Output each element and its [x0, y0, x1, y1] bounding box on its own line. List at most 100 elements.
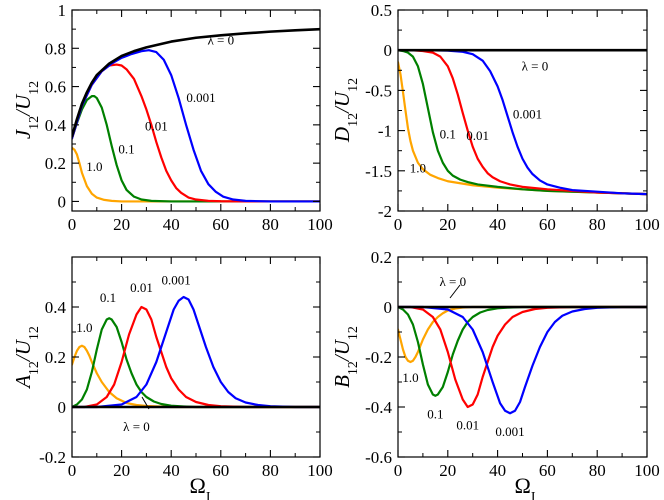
ytick-label-b12: -0.6: [365, 448, 392, 467]
panel-b12: 0 20 40 60 80 100 -0.6 -0.4 -0.2 0 0.2 λ = 0 1.0 0.1…: [330, 248, 660, 500]
plot-frame-j12: [71, 9, 321, 212]
curve-label-a12: 0.01: [130, 280, 153, 295]
xtick-label-a12: 0: [68, 461, 77, 480]
xtick-label-j12: 60: [212, 215, 229, 234]
ylabel-j12: J12/U12: [11, 81, 42, 139]
curve-label-j12: λ = 0: [207, 32, 234, 47]
curve-label-d12: 1.0: [410, 160, 426, 175]
curve-label-a12: 1.0: [76, 320, 92, 335]
ytick-label-b12: -0.2: [365, 348, 392, 367]
annotations-a12: 1.0 0.1 0.01 0.001 λ = 0: [76, 273, 191, 434]
curves-j12: [72, 27, 320, 203]
panel-a12: 0 20 40 60 80 100-0.200.20.4 1.00.10.01 0.001λ…: [11, 256, 333, 500]
xtick-label-j12: 0: [68, 215, 77, 234]
ytick-label-d12: 0: [384, 41, 393, 60]
xtick-label-a12: 20: [113, 461, 130, 480]
ytick-label-j12: 0.8: [45, 39, 66, 58]
xtick-label-d12: 0: [394, 215, 403, 234]
xtick-label-a12: 60: [212, 461, 229, 480]
xtick-label-b12: 100: [634, 461, 660, 480]
xtick-label-a12: 40: [163, 461, 180, 480]
series-d12-0-001: [398, 49, 647, 196]
xtick-label-d12: 40: [489, 215, 506, 234]
panel-d12: 0 20 40 60 80 100-2-1.5-1-0.500.5 λ = 00.0010…: [330, 1, 660, 234]
curve-label-d12: λ = 0: [522, 58, 549, 73]
ytick-label-b12: 0: [384, 298, 393, 317]
xtick-label-b12: 80: [589, 461, 606, 480]
curve-label-a12: 0.001: [162, 273, 191, 288]
ytick-label-j12: 0.2: [45, 154, 66, 173]
lambda-pointer-a12: [141, 396, 150, 410]
plot-frame-a12: [71, 256, 321, 458]
ytick-label-a12: 0.2: [45, 348, 66, 367]
xlabel-a12: ΩI: [189, 473, 210, 500]
annotations-d12: λ = 0 0.001 0.01 0.1 1.0: [410, 58, 548, 175]
curve-label-d12: 0.01: [466, 128, 489, 143]
curve-label-j12: 0.01: [145, 119, 168, 134]
series-b12-1-0: [398, 305, 647, 364]
ytick-label-d12: -1.5: [365, 162, 392, 181]
curve-label-a12: 0.1: [100, 290, 116, 305]
curve-label-a12: λ = 0: [123, 419, 150, 434]
ytick-label-a12: -0.2: [39, 448, 66, 467]
xtick-label-a12: 100: [307, 461, 333, 480]
ytick-label-d12: 0.5: [371, 1, 392, 20]
curve-label-b12: λ = 0: [439, 274, 466, 289]
series-a12-1-0: [72, 344, 320, 409]
curve-label-j12: 0.1: [118, 142, 134, 157]
xtick-label-b12: 20: [439, 461, 456, 480]
curve-label-j12: 0.001: [186, 90, 215, 105]
ytick-label-b12: -0.4: [365, 398, 392, 417]
curve-label-b12: 1.0: [402, 370, 418, 385]
ylabel-a12: A12/U12: [11, 326, 42, 390]
ticks-b12: 0 20 40 60 80 100 -0.6 -0.4 -0.2 0 0.2: [365, 248, 660, 480]
xlabel-b12: ΩI: [514, 473, 535, 500]
ytick-label-a12: 0: [58, 398, 67, 417]
xtick-label-j12: 40: [163, 215, 180, 234]
ytick-label-d12: -2: [378, 202, 392, 221]
ytick-label-j12: 0.6: [45, 78, 66, 97]
curve-label-b12: 0.001: [495, 424, 524, 439]
series-b12-0-001: [398, 305, 647, 415]
xtick-label-d12: 20: [439, 215, 456, 234]
annotations-j12: λ = 0 0.001 0.01 0.1 1.0: [86, 32, 234, 173]
series-a12-0-001: [72, 295, 320, 409]
xtick-label-b12: 40: [489, 461, 506, 480]
xtick-label-b12: 60: [539, 461, 556, 480]
series-j12-0-1: [72, 95, 320, 203]
series-j12-lambda-0: [72, 27, 320, 138]
curves-d12: [398, 48, 647, 196]
ticks-a12: 0 20 40 60 80 100-0.200.20.4: [39, 257, 333, 480]
ticks-j12: 0 20 40 60 80 100 0 0.2 0.4 0.6 0.8 1: [45, 1, 333, 234]
series-j12-0-001: [72, 49, 320, 203]
series-b12-0-01: [398, 305, 647, 409]
series-d12-0-01: [398, 49, 647, 196]
ytick-label-j12: 0: [58, 192, 67, 211]
xtick-label-b12: 0: [394, 461, 403, 480]
curves-b12: [398, 305, 647, 415]
ticks-d12: 0 20 40 60 80 100 -2 -1.5 -1 -0.5 0 0.5: [365, 1, 660, 234]
ylabel-d12: D12/U12: [330, 78, 361, 143]
ytick-label-j12: 1: [58, 1, 67, 20]
curves-a12: [72, 295, 320, 409]
ytick-label-d12: -1: [378, 122, 392, 141]
xtick-label-j12: 100: [307, 215, 333, 234]
series-d12-1-0: [398, 61, 647, 196]
xtick-label-a12: 80: [262, 461, 279, 480]
series-d12-0-1: [398, 49, 647, 196]
ytick-label-a12: 0.4: [45, 298, 67, 317]
ytick-label-j12: 0.4: [45, 116, 67, 135]
ylabel-b12: B12/U12: [330, 326, 361, 388]
curve-label-b12: 0.01: [456, 418, 479, 433]
ytick-label-d12: -0.5: [365, 81, 392, 100]
xtick-label-j12: 20: [113, 215, 130, 234]
xtick-label-d12: 80: [589, 215, 606, 234]
annotations-b12: λ = 0 1.0 0.1 0.01 0.001: [402, 274, 524, 439]
lambda-pointer-b12: [449, 284, 461, 299]
xtick-label-j12: 80: [262, 215, 279, 234]
curve-label-b12: 0.1: [427, 406, 443, 421]
ytick-label-b12: 0.2: [371, 248, 392, 267]
curve-label-j12: 1.0: [86, 159, 102, 174]
curve-label-d12: 0.1: [440, 127, 456, 142]
